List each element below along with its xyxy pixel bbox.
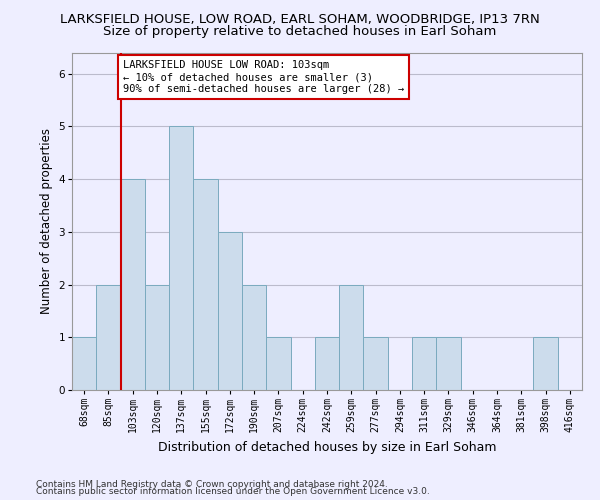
- Bar: [121, 179, 145, 390]
- Text: Contains HM Land Registry data © Crown copyright and database right 2024.: Contains HM Land Registry data © Crown c…: [36, 480, 388, 489]
- Bar: [193, 179, 218, 390]
- Bar: [266, 338, 290, 390]
- Bar: [96, 284, 121, 390]
- Bar: [169, 126, 193, 390]
- Bar: [218, 232, 242, 390]
- Bar: [364, 338, 388, 390]
- Text: Size of property relative to detached houses in Earl Soham: Size of property relative to detached ho…: [103, 25, 497, 38]
- Bar: [533, 338, 558, 390]
- Text: LARKSFIELD HOUSE LOW ROAD: 103sqm
← 10% of detached houses are smaller (3)
90% o: LARKSFIELD HOUSE LOW ROAD: 103sqm ← 10% …: [123, 60, 404, 94]
- Text: Contains public sector information licensed under the Open Government Licence v3: Contains public sector information licen…: [36, 488, 430, 496]
- X-axis label: Distribution of detached houses by size in Earl Soham: Distribution of detached houses by size …: [158, 440, 496, 454]
- Bar: [339, 284, 364, 390]
- Bar: [242, 284, 266, 390]
- Bar: [145, 284, 169, 390]
- Bar: [315, 338, 339, 390]
- Bar: [412, 338, 436, 390]
- Y-axis label: Number of detached properties: Number of detached properties: [40, 128, 53, 314]
- Text: LARKSFIELD HOUSE, LOW ROAD, EARL SOHAM, WOODBRIDGE, IP13 7RN: LARKSFIELD HOUSE, LOW ROAD, EARL SOHAM, …: [60, 12, 540, 26]
- Bar: [436, 338, 461, 390]
- Bar: [72, 338, 96, 390]
